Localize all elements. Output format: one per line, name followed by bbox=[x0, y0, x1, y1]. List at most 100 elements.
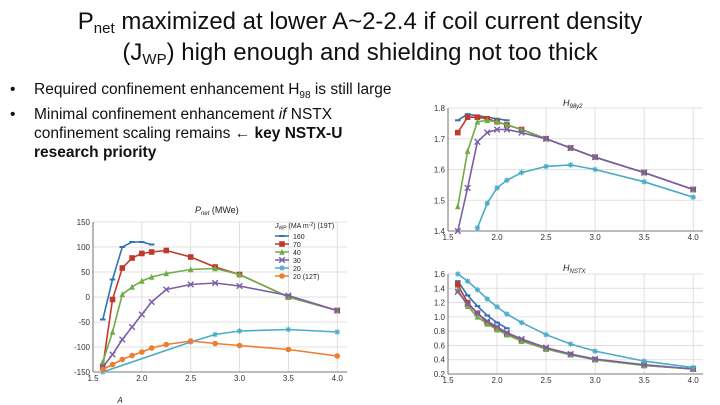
bullet-list: • Required confinement enhancement H98 i… bbox=[10, 80, 430, 162]
x-marker bbox=[567, 350, 574, 358]
star-marker bbox=[464, 278, 471, 284]
x-tick-label: 4.0 bbox=[332, 374, 344, 383]
square-marker bbox=[139, 250, 145, 257]
x-marker bbox=[162, 286, 170, 293]
y-tick-label: 1.6 bbox=[434, 270, 446, 279]
legend-title: JWP (MA m-2) (19T) bbox=[274, 222, 334, 232]
circle-marker bbox=[119, 356, 126, 363]
hnstx-chart: 0.2 0.4 0.6 0.8 1.0 1.2 1.4 1.6 1.5 2.0 2.5 3.0 3.5 4… bbox=[418, 258, 720, 405]
triangle-marker bbox=[148, 273, 155, 280]
triangle-marker bbox=[484, 116, 491, 124]
x-marker bbox=[464, 300, 471, 308]
y-tick-label: 50 bbox=[81, 268, 90, 277]
square-marker bbox=[163, 247, 170, 254]
legend-title-end: ) (19T) bbox=[313, 223, 334, 230]
square-marker bbox=[109, 296, 116, 303]
chart-title: Pnet (MWe) bbox=[195, 205, 239, 217]
y-tick-label: 100 bbox=[77, 243, 91, 252]
y-tick-label: -150 bbox=[74, 368, 91, 377]
triangle-marker bbox=[99, 358, 106, 365]
x-tick-label: 2.5 bbox=[541, 376, 553, 385]
triangle-marker bbox=[187, 266, 194, 273]
square-marker bbox=[187, 254, 194, 260]
x-marker bbox=[285, 292, 292, 299]
square-marker bbox=[455, 129, 461, 136]
x-marker bbox=[474, 138, 481, 146]
x-tick-label: 2.0 bbox=[136, 374, 148, 383]
triangle-marker bbox=[494, 118, 500, 125]
legend-title-main: J bbox=[274, 223, 279, 230]
triangle-marker bbox=[285, 293, 292, 300]
triangle-marker bbox=[119, 291, 126, 298]
star-marker bbox=[592, 348, 598, 354]
series-3 bbox=[454, 126, 697, 235]
x-marker bbox=[333, 307, 341, 314]
y-tick-label: 1.4 bbox=[434, 227, 446, 236]
star-marker bbox=[592, 166, 598, 173]
title-subscript: net bbox=[93, 20, 115, 37]
x-marker bbox=[464, 184, 471, 192]
series-4 bbox=[474, 162, 696, 231]
triangle-marker bbox=[543, 345, 549, 352]
star-marker bbox=[690, 194, 696, 200]
x-tick-label: 2.0 bbox=[491, 376, 503, 385]
title-text: (J bbox=[122, 39, 143, 66]
x-marker bbox=[119, 336, 126, 343]
x-marker bbox=[483, 129, 491, 136]
star-marker bbox=[236, 328, 243, 334]
x-tick-label: 3.0 bbox=[590, 233, 602, 242]
star-marker bbox=[690, 364, 696, 371]
x-marker bbox=[211, 279, 219, 287]
legend-entry: 70 bbox=[293, 242, 301, 249]
star-marker bbox=[455, 271, 461, 277]
star-marker bbox=[641, 179, 647, 185]
x-axis-label: A bbox=[116, 396, 122, 405]
series-4 bbox=[455, 271, 696, 371]
pnet-chart: -150 -100 -50 0 50 100 150 1.5 2.0 2.5 3.0 3.5 4.0 Pn… bbox=[55, 200, 355, 405]
square-marker bbox=[464, 114, 471, 121]
left-arrow-icon: ← bbox=[234, 125, 251, 143]
bullet-subscript: 98 bbox=[299, 90, 311, 102]
y-tick-label: 0.8 bbox=[434, 327, 446, 336]
series-0 bbox=[455, 280, 510, 330]
circle-marker bbox=[212, 340, 218, 347]
triangle-marker bbox=[109, 328, 116, 335]
circle-marker bbox=[279, 273, 285, 279]
x-marker bbox=[454, 227, 462, 235]
square-marker bbox=[474, 114, 481, 121]
y-tick-label: 1.6 bbox=[434, 166, 446, 175]
y-tick-label: 0.6 bbox=[434, 341, 446, 350]
x-marker bbox=[689, 186, 697, 193]
star-marker bbox=[494, 304, 500, 310]
y-tick-label: 1.8 bbox=[434, 104, 446, 113]
star-marker bbox=[212, 331, 218, 338]
bullet-item: • Minimal confinement enhancement if NST… bbox=[10, 105, 364, 162]
triangle-marker bbox=[484, 320, 491, 327]
x-tick-label: 3.5 bbox=[639, 376, 651, 385]
chart-title-main: H bbox=[563, 263, 570, 273]
triangle-marker bbox=[163, 270, 170, 277]
y-tick-label: 1.4 bbox=[434, 284, 446, 293]
triangle-marker bbox=[474, 118, 481, 125]
x-tick-label: 1.5 bbox=[442, 376, 454, 385]
x-marker bbox=[518, 129, 525, 136]
x-tick-label: 4.0 bbox=[688, 376, 700, 385]
x-marker bbox=[109, 351, 116, 358]
star-marker bbox=[567, 162, 574, 168]
x-marker bbox=[138, 311, 146, 318]
series-line bbox=[102, 328, 338, 373]
x-marker bbox=[591, 355, 599, 363]
x-tick-label: 3.0 bbox=[590, 376, 602, 385]
circle-marker bbox=[236, 342, 243, 349]
series-160 bbox=[99, 241, 155, 321]
legend-title-rest: (MA m bbox=[287, 223, 309, 230]
series-line bbox=[102, 267, 338, 363]
title-subscript: WP bbox=[142, 51, 167, 68]
title-text: maximized at lower A~2-2.4 if coil curre… bbox=[114, 8, 643, 35]
x-tick-label: 2.5 bbox=[185, 374, 197, 383]
x-marker bbox=[187, 281, 194, 288]
circle-marker bbox=[163, 341, 170, 348]
star-marker bbox=[641, 358, 647, 364]
